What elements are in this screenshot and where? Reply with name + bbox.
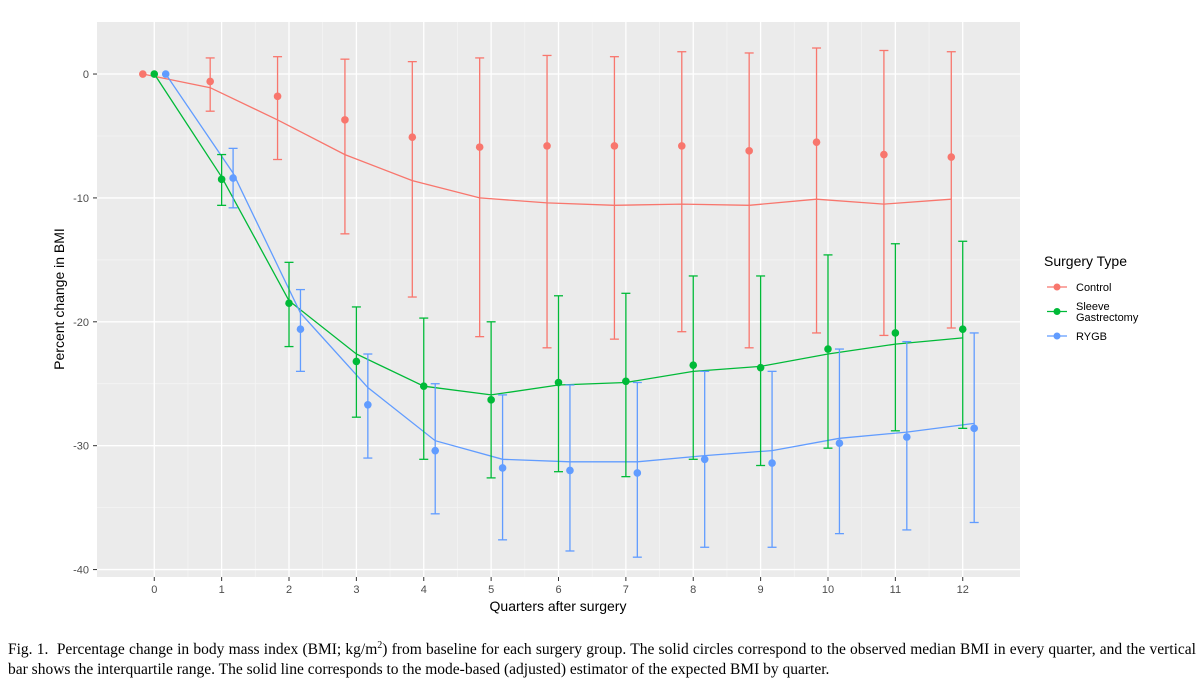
median-point-sleeve-gastrectomy	[150, 70, 159, 78]
median-point-control	[880, 150, 888, 159]
median-point-sleeve-gastrectomy	[891, 329, 900, 337]
median-point-rygb	[700, 455, 709, 464]
legend-label-control: Control	[1076, 282, 1111, 294]
median-point-sleeve-gastrectomy	[217, 175, 226, 184]
legend-key-point-sleeve-gastrectomy	[1053, 308, 1061, 315]
y-tick-label: 0	[83, 69, 89, 81]
median-point-rygb	[633, 469, 642, 477]
median-point-control	[408, 133, 417, 142]
x-tick-label: 8	[690, 584, 696, 596]
caption-text-end: ) from baseline for each surgery group. …	[8, 641, 1196, 678]
x-tick-label: 12	[957, 584, 969, 596]
median-point-control	[206, 77, 214, 86]
median-point-control	[543, 142, 551, 150]
median-point-sleeve-gastrectomy	[554, 378, 563, 387]
legend-title: Surgery Type	[1044, 253, 1127, 269]
x-tick-label: 10	[822, 584, 834, 596]
figure-chart: 0 1 2 3 4 5 6 7 8 9 10 11 12 0-10-20-30-40 Quarters …	[51, 22, 1139, 614]
median-point-rygb	[229, 174, 237, 182]
y-tick-label: -30	[73, 441, 89, 453]
median-point-rygb	[835, 439, 844, 448]
legend-key-point-rygb	[1053, 332, 1061, 340]
figure-caption: Fig. 1. Percentage change in body mass i…	[8, 640, 1196, 680]
median-point-sleeve-gastrectomy	[689, 361, 698, 369]
median-point-sleeve-gastrectomy	[352, 357, 361, 366]
median-point-rygb	[498, 464, 507, 472]
median-point-control	[341, 116, 349, 124]
median-point-control	[947, 153, 956, 161]
median-point-sleeve-gastrectomy	[419, 382, 428, 391]
caption-fig-label: Fig. 1.	[8, 641, 49, 658]
median-point-control	[745, 147, 753, 155]
x-tick-label: 1	[219, 584, 225, 596]
median-point-sleeve-gastrectomy	[824, 345, 832, 353]
x-tick-label: 11	[890, 584, 901, 596]
median-point-sleeve-gastrectomy	[756, 363, 765, 372]
error-bars	[205, 47, 979, 558]
median-point-rygb	[903, 433, 911, 441]
caption-superscript: 2	[377, 639, 383, 651]
x-tick-label: 9	[758, 584, 764, 596]
median-point-control	[677, 142, 686, 150]
median-points	[139, 70, 978, 477]
x-axis-title: Quarters after surgery	[490, 598, 627, 614]
median-point-control	[812, 138, 821, 146]
median-point-rygb	[970, 424, 978, 433]
median-point-control	[475, 143, 484, 151]
x-tick-label: 6	[555, 584, 561, 596]
median-point-sleeve-gastrectomy	[958, 325, 967, 334]
x-tick-label: 7	[623, 584, 629, 596]
median-point-rygb	[768, 459, 776, 467]
x-tick-label: 0	[151, 584, 157, 596]
y-tick-label: -10	[73, 193, 89, 205]
legend-label-rygb: RYGB	[1076, 331, 1107, 343]
median-point-control	[273, 92, 282, 101]
median-point-rygb	[296, 325, 305, 334]
y-tick-label: -20	[73, 317, 89, 329]
median-point-rygb	[364, 401, 372, 409]
y-axis-title: Percent change in BMI	[51, 228, 67, 370]
median-point-control	[139, 70, 147, 78]
legend-label-sleeve-gastrectomy: Sleeve	[1076, 301, 1110, 313]
median-point-rygb	[431, 446, 440, 455]
median-point-sleeve-gastrectomy	[285, 299, 293, 308]
y-axis-ticks: 0 -10 -20 -30 -40	[73, 69, 97, 577]
x-tick-label: 2	[286, 584, 292, 596]
x-axis-ticks: 0 1 2 3 4 5 6 7 8 9 10 11 12	[151, 577, 969, 596]
median-point-sleeve-gastrectomy	[487, 396, 495, 404]
x-tick-label: 3	[353, 584, 359, 596]
legend-key-point-control	[1053, 283, 1061, 291]
x-tick-label: 5	[488, 584, 494, 596]
legend-label-sleeve-gastrectomy: Gastrectomy	[1076, 312, 1139, 324]
median-point-control	[610, 142, 619, 150]
x-tick-label: 4	[421, 584, 427, 596]
median-point-rygb	[566, 466, 574, 475]
y-tick-label: -40	[73, 565, 89, 577]
median-point-rygb	[161, 70, 170, 78]
caption-text-start: Percentage change in body mass index (BM…	[56, 641, 378, 658]
median-point-sleeve-gastrectomy	[622, 377, 630, 386]
